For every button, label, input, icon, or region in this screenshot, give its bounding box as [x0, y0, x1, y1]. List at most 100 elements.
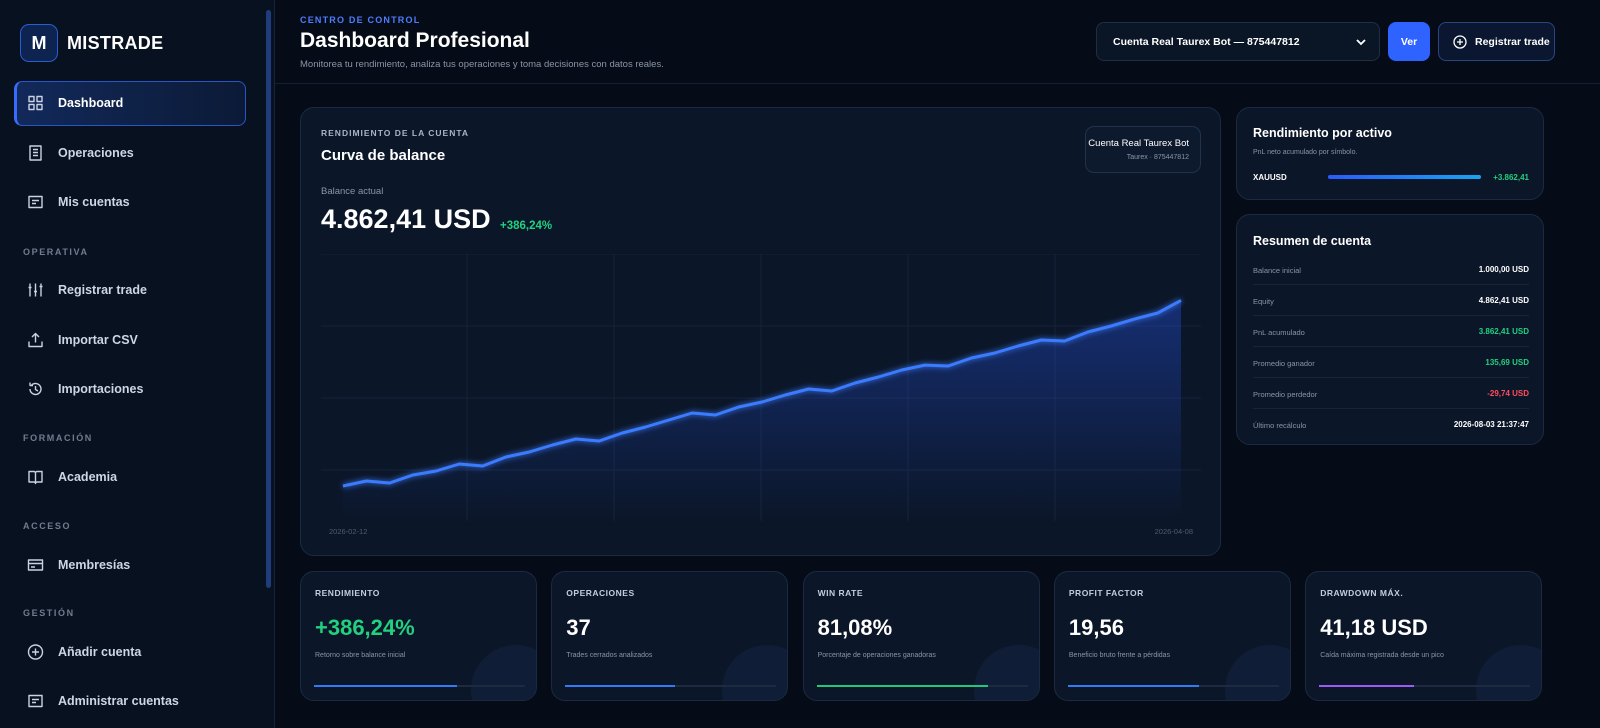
plus-icon — [1453, 34, 1467, 49]
nav-item[interactable]: Operaciones — [58, 146, 134, 160]
view-button[interactable]: Ver — [1388, 22, 1430, 61]
summary-label: Balance inicial — [1253, 266, 1301, 275]
card-subtitle: PnL neto acumulado por símbolo. — [1253, 149, 1358, 156]
kpi-card: RENDIMIENTO +386,24% Retorno sobre balance… — [300, 571, 537, 701]
summary-value: 4.862,41 USD — [1478, 296, 1529, 305]
account-select[interactable]: Cuenta Real Taurex Bot — 875447812 — [1096, 22, 1380, 61]
brand: MISTRADE — [67, 33, 164, 53]
nav-item[interactable]: Academia — [58, 470, 118, 484]
active-nav-highlight — [14, 81, 246, 126]
nav-item[interactable]: Dashboard — [58, 96, 124, 110]
nav-item[interactable]: Añadir cuenta — [58, 645, 142, 659]
eyebrow: CENTRO DE CONTROL — [300, 15, 421, 25]
icon-glyph — [27, 644, 44, 660]
icon-glyph — [28, 332, 43, 348]
kpi-track — [816, 685, 1028, 687]
card-title: Curva de balance — [321, 147, 446, 164]
nav-item[interactable]: Importar CSV — [58, 333, 138, 347]
summary-value: -29,74 USD — [1487, 389, 1529, 398]
kpi-label: DRAWDOWN MÁX. — [1320, 588, 1404, 598]
nav-icon — [29, 382, 42, 396]
summary-row: Equity 4.862,41 USD — [1253, 285, 1529, 316]
kpi-progress — [314, 685, 458, 687]
kpi-label: PROFIT FACTOR — [1068, 588, 1144, 598]
register-trade-text: Registrar trade — [1475, 35, 1550, 48]
card-eyebrow: RENDIMIENTO DE LA CUENTA — [321, 128, 470, 138]
asset-bar-track — [1328, 175, 1481, 179]
kpi-deco — [1476, 645, 1542, 700]
nav-item[interactable]: Administrar cuentas — [58, 694, 179, 708]
register-trade-button[interactable]: Registrar trade — [1438, 22, 1555, 61]
nav-item[interactable]: Mis cuentas — [58, 195, 130, 209]
kpi-progress — [1319, 685, 1415, 687]
nav-item[interactable]: Membresías — [58, 558, 131, 572]
asset-pnl: +3.862,41 — [1493, 173, 1529, 182]
page-subtitle: Monitorea tu rendimiento, analiza tus op… — [300, 59, 664, 70]
kpi-value: 37 — [566, 615, 591, 640]
summary-value: 3.862,41 USD — [1478, 327, 1529, 336]
icon-glyph — [27, 559, 44, 571]
summary-row: Balance inicial 1.000,00 USD — [1253, 254, 1529, 285]
kpi-card: WIN RATE 81,08% Porcentaje de operaciones … — [802, 571, 1040, 701]
kpi-progress — [565, 685, 676, 687]
icon-glyph — [28, 195, 43, 209]
balance-card: RENDIMIENTO DE LA CUENTA Curva de balanc… — [300, 107, 1221, 556]
asset-symbol: XAUUSD — [1253, 173, 1287, 182]
card-title: Rendimiento por activo — [1253, 126, 1392, 140]
kpi-value: +386,24% — [315, 615, 415, 640]
x-tick-label: 2026-02-12 — [329, 527, 367, 536]
kpi-track — [1319, 685, 1531, 687]
summary-label: PnL acumulado — [1253, 328, 1305, 337]
logo: M — [20, 24, 58, 62]
nav-icon — [27, 644, 44, 660]
kpi-card: DRAWDOWN MÁX. 41,18 USD Caída máxima regis… — [1305, 571, 1543, 701]
icon-glyph — [29, 382, 42, 396]
kpi-note: Trades cerrados analizados — [566, 652, 653, 659]
nav-icon — [27, 559, 44, 571]
kpi-deco — [471, 645, 536, 700]
badge-name: Cuenta Real Taurex Bot — [1088, 138, 1189, 149]
kpi-card: OPERACIONES 37 Trades cerrados analizados — [551, 571, 789, 701]
kpi-deco — [973, 645, 1039, 700]
icon-glyph — [29, 145, 42, 161]
kpi-note: Porcentaje de operaciones ganadoras — [817, 652, 936, 659]
kpi-value: 81,08% — [817, 615, 893, 640]
kpi-value: 41,18 USD — [1320, 615, 1428, 640]
summary-value: 2026-08-03 21:37:47 — [1453, 420, 1529, 429]
scrollbar[interactable] — [266, 10, 271, 588]
summary-label: Promedio perdedor — [1253, 390, 1318, 399]
nav-icon — [28, 95, 43, 111]
kpi-note: Beneficio bruto frente a pérdidas — [1068, 652, 1171, 659]
section-title: GESTIÓN — [23, 608, 75, 618]
nav-item[interactable]: Registrar trade — [58, 283, 147, 297]
kpi-track — [314, 685, 525, 687]
chevron-icon — [1356, 39, 1366, 46]
summary-value: 1.000,00 USD — [1478, 265, 1529, 274]
account-select-text: Cuenta Real Taurex Bot — 875447812 — [1113, 35, 1300, 48]
badge-detail: Taurex · 875447812 — [1126, 154, 1189, 161]
kpi-track — [1067, 685, 1279, 687]
kpi-card: PROFIT FACTOR 19,56 Beneficio bruto frente… — [1053, 571, 1291, 701]
balance-line — [342, 299, 1182, 488]
summary-row: Último recálculo 2026-08-03 21:37:47 — [1253, 409, 1529, 440]
balance-value: 4.862,41 USD — [321, 204, 491, 234]
icon-glyph — [28, 95, 43, 111]
kpi-deco — [722, 645, 788, 700]
section-title: OPERATIVA — [23, 247, 89, 257]
asset-bar — [1328, 175, 1481, 179]
account-badge: Cuenta Real Taurex Bot Taurex · 87544781… — [1085, 126, 1201, 173]
x-tick-label: 2026-04-08 — [1155, 527, 1193, 536]
summary-row: PnL acumulado 3.862,41 USD — [1253, 316, 1529, 347]
nav-item[interactable]: Importaciones — [58, 382, 144, 396]
nav-icon — [28, 195, 43, 209]
kpi-track — [565, 685, 777, 687]
kpi-note: Caída máxima registrada desde un pico — [1320, 652, 1444, 659]
kpi-label: OPERACIONES — [566, 588, 635, 598]
kpi-label: RENDIMIENTO — [315, 588, 380, 598]
assets-card: Rendimiento por activo PnL neto acumulad… — [1236, 107, 1544, 200]
header-divider — [275, 83, 1600, 84]
kpi-label: WIN RATE — [817, 588, 863, 598]
kpi-note: Retorno sobre balance inicial — [315, 652, 406, 659]
summary-row: Promedio ganador 135,69 USD — [1253, 347, 1529, 378]
